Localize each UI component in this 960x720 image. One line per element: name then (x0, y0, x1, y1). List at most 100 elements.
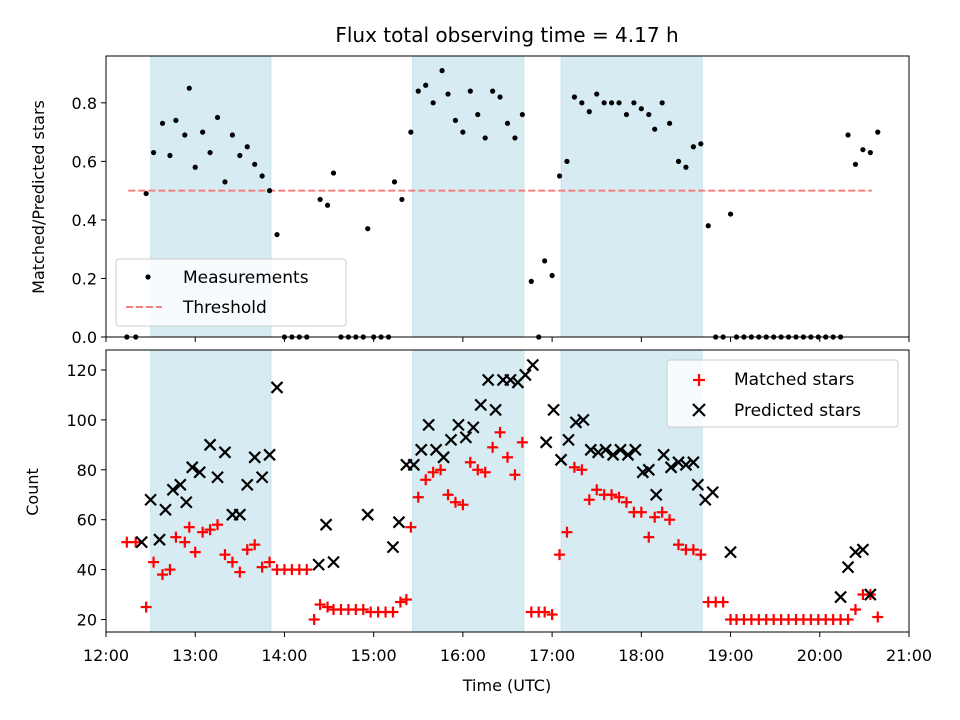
predicted-star-point (193, 466, 206, 479)
measurement-point (317, 196, 323, 203)
matched-star-point (164, 564, 176, 576)
matched-star-point (656, 506, 668, 518)
measurement-point (460, 129, 466, 135)
matched-star-point (554, 549, 566, 561)
y-tick-label: 120 (66, 361, 97, 380)
predicted-star-point (526, 358, 540, 372)
y-tick-label: 0.2 (72, 269, 97, 288)
x-tick-label: 14:00 (261, 646, 307, 665)
measurement-point (415, 88, 421, 94)
x-tick-label: 18:00 (618, 646, 664, 665)
matched-star-point (241, 544, 253, 556)
predicted-star-point (489, 403, 502, 417)
predicted-star-point (153, 533, 166, 546)
predicted-star-point (240, 478, 254, 492)
predicted-star-point (312, 558, 325, 571)
matched-star-point (591, 484, 603, 496)
bottom-shaded-intervals (150, 349, 703, 633)
measurement-point (244, 144, 250, 150)
matched-star-point (842, 614, 854, 626)
y-tick-label: 0.6 (72, 152, 97, 171)
measurement-point (266, 188, 273, 194)
predicted-star-point (504, 373, 517, 387)
measurement-point (399, 196, 405, 203)
measurement-point (594, 91, 600, 97)
matched-star-point (179, 536, 191, 548)
predicted-star-point (614, 443, 627, 457)
matched-star-point (226, 556, 238, 568)
predicted-star-point (444, 433, 458, 447)
matched-star-point (509, 469, 521, 481)
matched-star-point (189, 546, 201, 558)
measurement-point (430, 100, 436, 106)
matched-star-point (170, 531, 182, 543)
measurement-point (192, 164, 198, 170)
y-tick-label: 80 (77, 461, 97, 480)
predicted-star-point (180, 495, 193, 509)
measurement-point (683, 164, 689, 170)
matched-star-point (130, 536, 142, 548)
measurement-point (423, 82, 429, 88)
predicted-star-point (577, 413, 590, 427)
predicted-star-point (174, 478, 187, 492)
measurement-point (186, 85, 192, 91)
matched-star-point (849, 604, 861, 616)
bottom-y-ticks: 20 40 60 80 100 120 (66, 361, 106, 630)
predicted-star-point (569, 416, 583, 429)
matched-star-point (256, 561, 268, 573)
measurement-point (330, 170, 337, 176)
measurement-point (845, 132, 851, 138)
top-legend-box (115, 258, 347, 327)
matched-star-point (442, 489, 454, 501)
predicted-star-point (834, 590, 847, 604)
measurement-point (490, 88, 496, 94)
measurement-point (690, 144, 696, 150)
matched-star-point (308, 614, 320, 626)
matched-star-point (197, 526, 209, 538)
matched-star-point (157, 569, 169, 581)
matched-star-point (183, 521, 195, 533)
y-tick-label: 0.0 (72, 328, 97, 347)
predicted-star-point (584, 443, 598, 457)
measurement-point (159, 120, 166, 126)
measurement-point (652, 126, 658, 132)
y-tick-label: 40 (77, 561, 97, 580)
predicted-star-point (657, 448, 670, 462)
matched-star-point (472, 464, 484, 476)
predicted-star-point (664, 461, 678, 474)
x-tick-label: 20:00 (797, 646, 843, 665)
x-tick-label: 13:00 (172, 646, 218, 665)
matched-star-point (687, 544, 699, 556)
matched-star-point (148, 556, 160, 568)
x-tick-label: 17:00 (529, 646, 575, 665)
predicted-star-point (437, 451, 450, 464)
predicted-star-point (414, 443, 428, 457)
measurement-point (616, 100, 622, 106)
measurement-point (528, 278, 534, 284)
matched-star-point (479, 466, 491, 478)
matched-star-point (314, 599, 326, 611)
predicted-star-point (481, 373, 495, 387)
measurement-point (229, 132, 235, 138)
x-tick-label: 19:00 (708, 646, 754, 665)
predicted-star-point (642, 463, 656, 477)
measurement-point (237, 152, 243, 159)
matched-star-point (387, 606, 399, 618)
predicted-star-point (211, 470, 224, 484)
top-x-ticks (105, 337, 910, 342)
top-panel-title: Flux total observing time = 4.17 h (335, 23, 678, 47)
measurement-point (182, 132, 188, 138)
matched-star-point (140, 601, 152, 613)
bottom-legend: Matched stars Predicted stars (666, 359, 899, 428)
measurement-point (259, 173, 265, 179)
legend-measurements-label: Measurements (183, 268, 309, 288)
matched-star-point (249, 539, 261, 551)
measurement-point (666, 120, 673, 126)
legend-threshold-label: Threshold (182, 298, 267, 318)
matched-star-point (673, 539, 685, 551)
measurement-point (579, 100, 585, 106)
matched-star-point (664, 514, 676, 526)
matched-star-point (449, 496, 461, 508)
bottom-axes-frame (105, 349, 910, 633)
top-shaded-intervals (150, 55, 703, 338)
